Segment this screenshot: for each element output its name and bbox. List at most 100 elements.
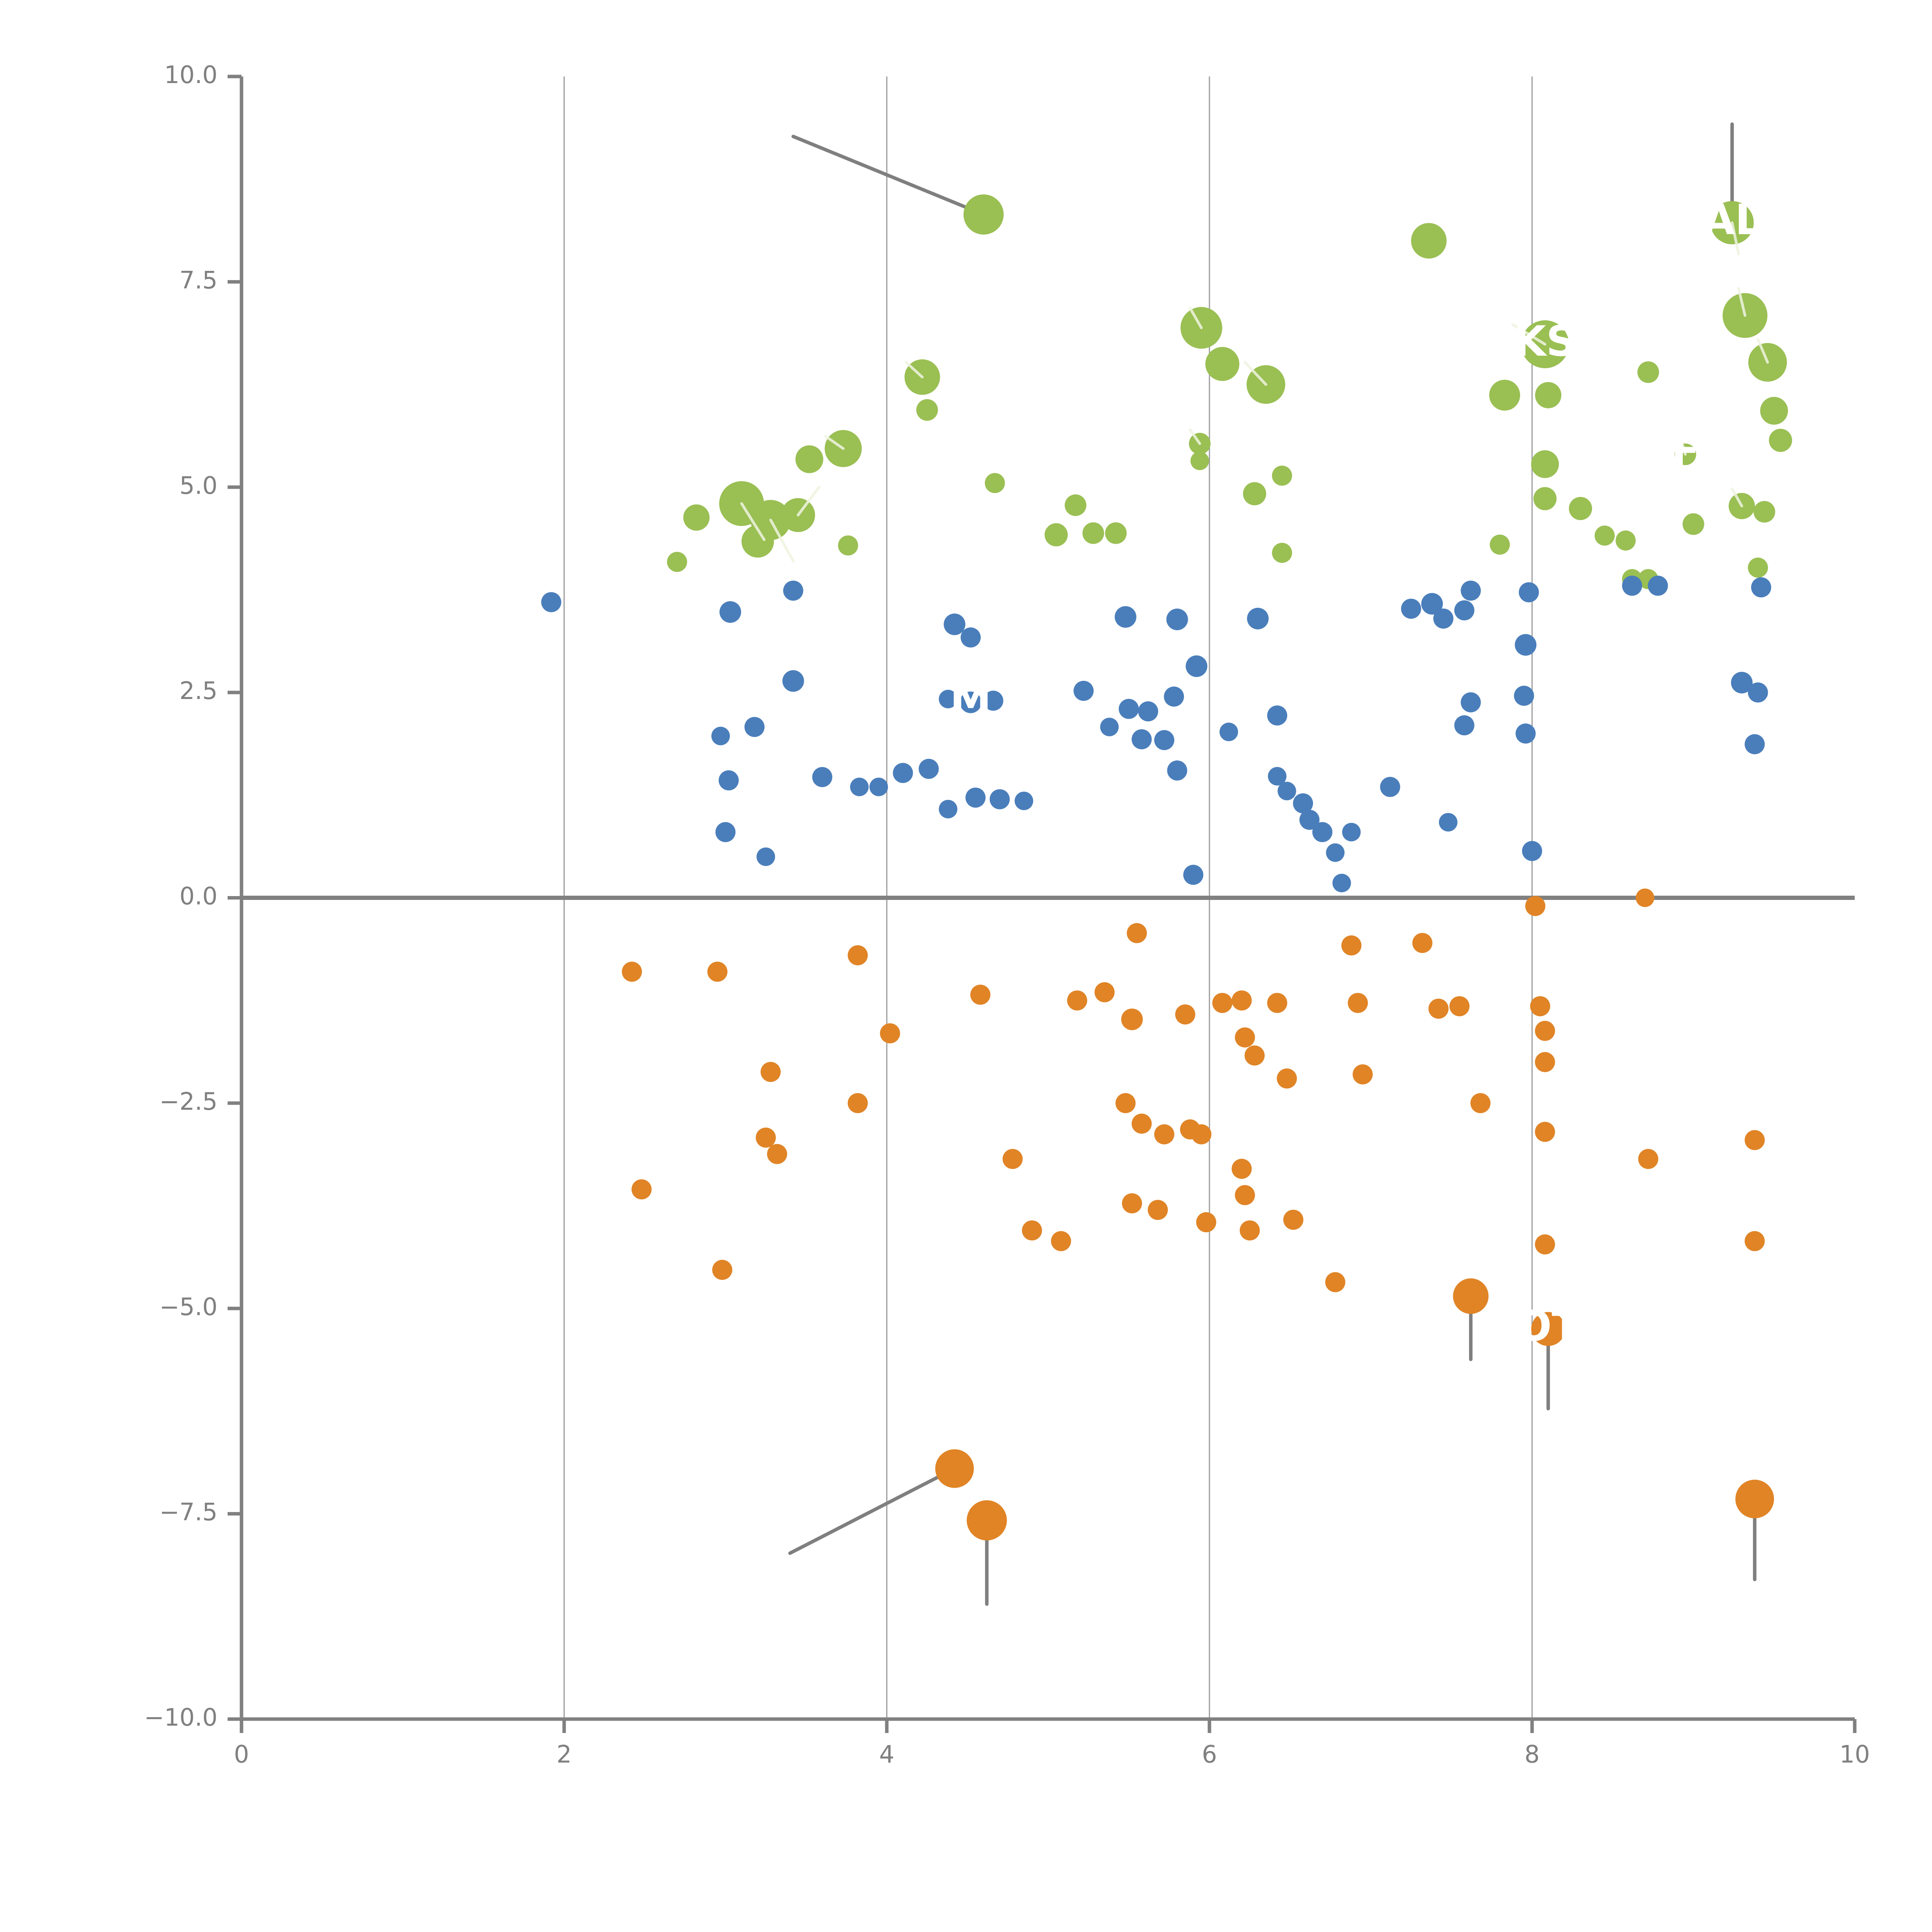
data-point-orange[interactable]: [1535, 1052, 1555, 1072]
data-point-orange[interactable]: [1352, 1064, 1373, 1085]
data-points-group[interactable]: [541, 194, 1792, 1541]
data-point-green[interactable]: [838, 535, 858, 556]
data-point-green[interactable]: [1753, 501, 1776, 523]
data-point-blue[interactable]: [1515, 723, 1536, 744]
data-point-blue[interactable]: [960, 691, 982, 713]
data-point-green[interactable]: [1243, 482, 1266, 505]
data-point-blue[interactable]: [1342, 823, 1361, 842]
data-point-green[interactable]: [1748, 558, 1768, 578]
data-point-blue[interactable]: [1100, 718, 1119, 736]
data-point-green[interactable]: [1535, 382, 1561, 408]
data-point-blue[interactable]: [1380, 777, 1400, 797]
data-point-orange[interactable]: [1022, 1220, 1042, 1241]
data-point-orange[interactable]: [1348, 993, 1368, 1013]
data-point-blue[interactable]: [1299, 810, 1320, 830]
data-point-orange[interactable]: [1191, 1124, 1212, 1145]
data-point-green[interactable]: [1760, 397, 1788, 425]
data-point-green[interactable]: [1533, 487, 1557, 510]
data-point-blue[interactable]: [1522, 841, 1542, 861]
data-point-orange[interactable]: [1175, 1004, 1196, 1025]
data-point-blue[interactable]: [1119, 699, 1139, 719]
data-point-blue[interactable]: [869, 777, 888, 796]
data-point-orange[interactable]: [1531, 1312, 1565, 1346]
data-point-blue[interactable]: [715, 822, 736, 842]
data-point-green[interactable]: [1065, 494, 1087, 516]
data-point-blue[interactable]: [719, 601, 742, 623]
data-point-orange[interactable]: [712, 1260, 733, 1280]
data-point-orange[interactable]: [847, 945, 868, 966]
data-point-blue[interactable]: [1247, 607, 1269, 629]
data-point-blue[interactable]: [918, 759, 939, 779]
data-point-green[interactable]: [1489, 379, 1520, 411]
data-point-orange[interactable]: [1325, 1272, 1345, 1293]
data-point-orange[interactable]: [970, 985, 991, 1005]
data-point-blue[interactable]: [1332, 874, 1351, 893]
data-point-orange[interactable]: [767, 1144, 787, 1164]
data-point-blue[interactable]: [1433, 608, 1454, 629]
data-point-orange[interactable]: [622, 961, 642, 982]
data-point-blue[interactable]: [1515, 634, 1537, 656]
data-point-blue[interactable]: [1219, 723, 1238, 742]
data-point-green[interactable]: [963, 194, 1004, 235]
data-point-orange[interactable]: [1735, 1480, 1774, 1519]
data-point-orange[interactable]: [1535, 1020, 1555, 1041]
data-point-orange[interactable]: [1127, 923, 1147, 943]
data-point-orange[interactable]: [1067, 990, 1087, 1011]
data-point-orange[interactable]: [631, 1179, 652, 1200]
data-point-orange[interactable]: [935, 1449, 974, 1488]
data-point-blue[interactable]: [1751, 577, 1771, 598]
data-point-blue[interactable]: [783, 580, 803, 601]
data-point-orange[interactable]: [1530, 996, 1550, 1017]
data-point-blue[interactable]: [1514, 685, 1534, 706]
data-point-blue[interactable]: [1138, 701, 1158, 722]
data-point-blue[interactable]: [1183, 864, 1204, 885]
data-point-blue[interactable]: [893, 763, 913, 783]
data-point-orange[interactable]: [1267, 993, 1287, 1013]
data-point-orange[interactable]: [1002, 1149, 1023, 1169]
data-point-orange[interactable]: [1122, 1193, 1142, 1214]
data-point-blue[interactable]: [1421, 593, 1443, 615]
data-point-blue[interactable]: [718, 770, 739, 791]
data-point-blue[interactable]: [1326, 843, 1345, 862]
data-point-orange[interactable]: [1636, 888, 1655, 907]
data-point-green[interactable]: [1105, 522, 1127, 544]
data-point-blue[interactable]: [944, 613, 966, 635]
data-point-blue[interactable]: [939, 799, 957, 818]
data-point-green[interactable]: [1190, 451, 1209, 470]
data-point-blue[interactable]: [961, 627, 981, 648]
data-point-orange[interactable]: [1235, 1027, 1255, 1048]
data-point-blue[interactable]: [1268, 767, 1287, 786]
data-point-green[interactable]: [1044, 523, 1068, 547]
data-point-blue[interactable]: [983, 690, 1003, 711]
data-point-blue[interactable]: [812, 767, 832, 787]
data-point-orange[interactable]: [1196, 1212, 1216, 1233]
data-point-orange[interactable]: [1121, 1009, 1143, 1031]
data-point-blue[interactable]: [711, 726, 730, 745]
data-point-green[interactable]: [1082, 522, 1104, 544]
data-point-orange[interactable]: [1745, 1231, 1765, 1251]
data-point-orange[interactable]: [1341, 935, 1362, 956]
data-point-orange[interactable]: [1470, 1093, 1491, 1113]
data-point-blue[interactable]: [1277, 782, 1296, 801]
data-point-blue[interactable]: [939, 690, 957, 709]
data-point-blue[interactable]: [850, 777, 869, 796]
data-point-green[interactable]: [1769, 429, 1792, 452]
data-point-blue[interactable]: [1166, 608, 1188, 630]
data-point-orange[interactable]: [1453, 1278, 1489, 1314]
data-point-blue[interactable]: [1185, 655, 1208, 677]
data-point-orange[interactable]: [1094, 982, 1115, 1002]
data-point-orange[interactable]: [1283, 1209, 1304, 1230]
data-point-blue[interactable]: [1731, 672, 1753, 694]
data-point-orange[interactable]: [1428, 998, 1449, 1019]
data-point-blue[interactable]: [1014, 791, 1033, 810]
data-point-green[interactable]: [985, 473, 1005, 493]
data-point-orange[interactable]: [1535, 1234, 1555, 1255]
data-point-orange[interactable]: [1148, 1200, 1168, 1220]
data-point-orange[interactable]: [1277, 1068, 1297, 1089]
data-point-green[interactable]: [1205, 347, 1240, 381]
data-point-blue[interactable]: [965, 787, 986, 808]
data-point-blue[interactable]: [1131, 729, 1152, 750]
data-point-blue[interactable]: [1312, 822, 1333, 842]
data-point-blue[interactable]: [1267, 705, 1287, 726]
